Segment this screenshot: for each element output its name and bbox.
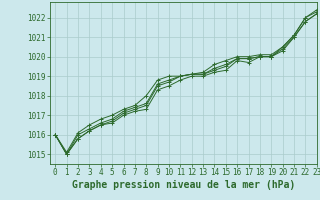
X-axis label: Graphe pression niveau de la mer (hPa): Graphe pression niveau de la mer (hPa) — [72, 180, 295, 190]
